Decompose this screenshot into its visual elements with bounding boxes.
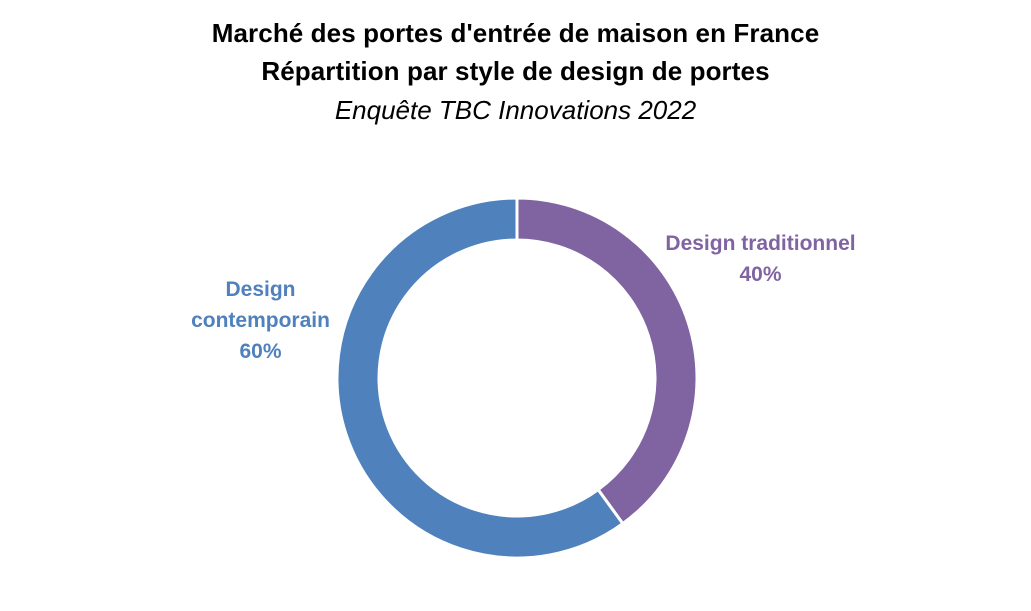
data-label-contemporain-value: 60% [239, 340, 282, 363]
data-label-traditionnel: Design traditionnel 40% [648, 228, 873, 290]
chart-title-block: Marché des portes d'entrée de maison en … [0, 14, 1031, 130]
donut-slice-design-contemporain [335, 196, 625, 560]
chart-subtitle: Enquête TBC Innovations 2022 [334, 95, 697, 125]
donut-slice-design-traditionnel [515, 196, 699, 526]
chart-title-line-1: Marché des portes d'entrée de maison en … [211, 18, 820, 48]
data-label-contemporain: Design contemporain 60% [168, 274, 353, 367]
data-label-contemporain-line2: contemporain [191, 309, 330, 332]
data-label-traditionnel-value: 40% [739, 263, 782, 286]
data-label-contemporain-line1: Design [225, 278, 296, 301]
donut-slices [335, 196, 699, 560]
chart-title-line-2: Répartition par style de design de porte… [261, 56, 770, 86]
data-label-traditionnel-line1: Design traditionnel [665, 232, 856, 255]
